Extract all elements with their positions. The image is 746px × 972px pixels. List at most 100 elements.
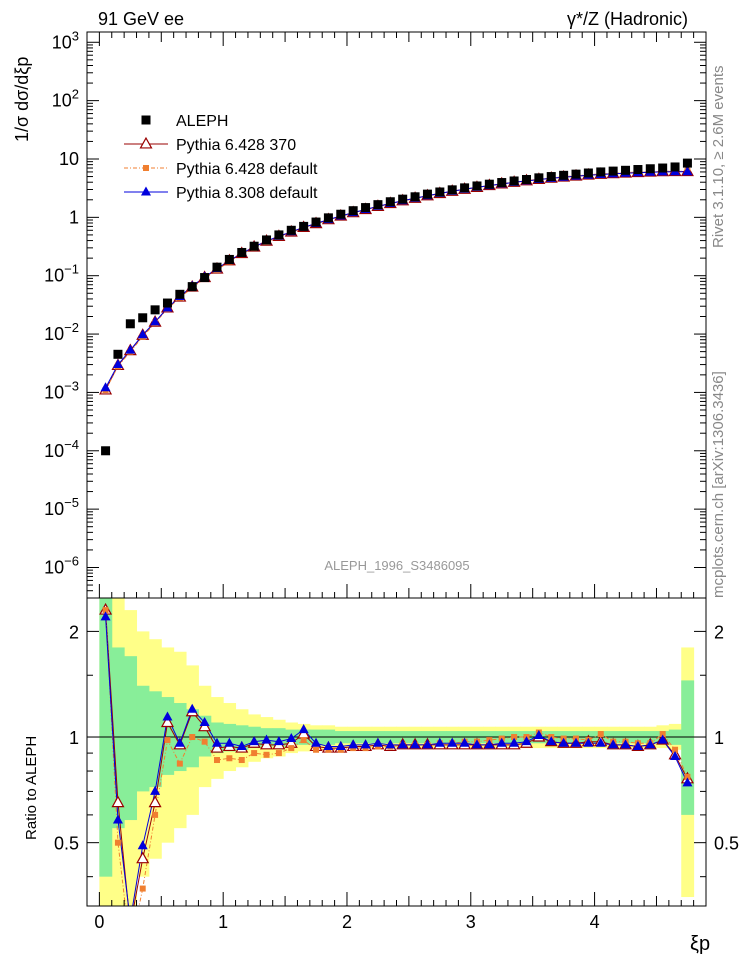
ratio-py8-default-point <box>323 740 334 750</box>
main-y-tick-label: 10−2 <box>44 320 79 344</box>
ratio-y-tick-label: 2 <box>69 622 79 642</box>
main-y-tick-label: 10 <box>59 149 79 169</box>
legend-py6-default-marker <box>143 165 149 171</box>
legend-label: Pythia 8.308 default <box>176 185 318 202</box>
py6-370-line <box>105 171 688 391</box>
ratio-py8-default-point <box>608 739 619 749</box>
ratio-py8-default-point <box>211 737 223 747</box>
aleph-point <box>262 235 272 245</box>
ratio-py6-370-point <box>160 715 174 728</box>
legend-py8-default-marker <box>140 186 152 196</box>
main-y-tick-label: 1 <box>69 207 79 227</box>
aleph-point <box>162 298 172 308</box>
ratio-py8-default-point <box>360 739 371 749</box>
ratio-py8-default-point <box>410 739 421 749</box>
ratio-py6-default-point <box>263 751 270 758</box>
ratio-py6-default-point <box>127 945 133 951</box>
ratio-inner-band-bin <box>681 680 695 815</box>
aleph-point <box>311 217 321 227</box>
aleph-point <box>583 168 593 178</box>
x-tick-label: 2 <box>342 912 352 932</box>
aleph-point <box>571 169 581 179</box>
main-y-tick-label: 102 <box>52 87 79 111</box>
ratio-py8-default-point <box>583 737 594 747</box>
aleph-point <box>237 247 247 257</box>
ratio-inner-band-bin <box>148 691 162 788</box>
py8-default-point <box>150 316 161 326</box>
aleph-point <box>138 313 148 323</box>
ratio-py8-default-point <box>632 740 643 750</box>
ratio-py8-default-point <box>546 736 557 746</box>
ratio-py6-default-point <box>288 745 295 752</box>
aleph-point <box>361 203 371 213</box>
ratio-py8-default-point <box>162 711 173 721</box>
aleph-point <box>410 192 420 202</box>
ratio-py6-370-point <box>111 795 125 808</box>
aleph-point <box>175 289 185 299</box>
ratio-py8-default-point <box>422 739 433 749</box>
ratio-py8-default-point <box>645 739 656 749</box>
aleph-point <box>150 305 160 315</box>
legend-label: Pythia 6.428 370 <box>176 137 296 154</box>
aleph-point <box>398 194 408 204</box>
aleph-point <box>608 166 618 176</box>
ratio-py6-default-point <box>201 738 208 745</box>
ratio-py6-default-point <box>251 750 258 757</box>
ratio-py8-default-point <box>249 736 260 746</box>
py8-default-point <box>682 166 693 176</box>
aleph-point <box>274 230 284 240</box>
ratio-py6-370-point <box>148 795 162 808</box>
ratio-py6-default-point <box>300 737 307 744</box>
ratio-py8-default-point <box>174 737 185 747</box>
ratio-py8-default-point <box>670 750 681 760</box>
ratio-py8-default-point <box>397 739 408 749</box>
ratio-py8-default-point <box>471 739 482 749</box>
aleph-point <box>472 181 482 191</box>
aleph-point <box>447 185 457 195</box>
ratio-py6-default-point <box>275 750 282 757</box>
ratio-py6-default-point <box>102 607 109 614</box>
x-tick-label: 4 <box>590 912 600 932</box>
aleph-point <box>422 189 432 199</box>
ratio-py6-default-point <box>139 885 146 892</box>
legend-label: ALEPH <box>176 113 228 130</box>
ratio-inner-band-bin <box>161 697 175 775</box>
ratio-py6-370-point <box>136 851 150 864</box>
aleph-point <box>509 176 519 186</box>
ratio-py8-default-point <box>484 739 495 749</box>
ratio-y-tick-label-right: 0.5 <box>714 834 739 854</box>
ratio-py8-default-point <box>595 737 606 747</box>
ratio-py8-default-point <box>434 737 445 747</box>
ratio-py8-default-point <box>126 916 134 923</box>
ratio-py8-default-point <box>286 733 297 743</box>
ratio-y-tick-label-right: 1 <box>714 728 724 748</box>
ratio-py8-default-point <box>199 716 210 726</box>
ratio-py8-default-point <box>496 737 507 747</box>
aleph-point <box>212 262 222 272</box>
ratio-py6-default-point <box>238 757 245 764</box>
main-y-axis-label: 1/σ dσ/dξp <box>12 57 32 142</box>
x-tick-label: 1 <box>218 912 228 932</box>
ratio-py6-370-point <box>210 740 224 753</box>
ratio-py8-default-point <box>620 739 631 749</box>
ratio-py8-default-point <box>112 814 123 824</box>
aleph-point <box>299 221 309 231</box>
main-plot-series <box>99 158 694 456</box>
axes: 10−6 10−5 10−4 10−3 10−2 10−1 1 10 102 103 0 1 2 3 4 0.… <box>44 28 739 932</box>
py8-default-point <box>112 359 123 369</box>
ratio-py6-default-point <box>213 757 220 764</box>
aleph-point <box>534 173 544 183</box>
ratio-inner-band-bin <box>124 656 138 821</box>
ratio-py6-default-point <box>176 760 183 767</box>
aleph-point <box>249 241 259 251</box>
ratio-uncertainty-bands <box>87 598 706 906</box>
ratio-py8-default-point <box>311 737 322 747</box>
ratio-py8-default-point <box>558 737 569 747</box>
ratio-py8-default-point <box>298 724 309 734</box>
ratio-py6-default-point <box>114 839 121 846</box>
aleph-point <box>435 187 445 197</box>
aleph-point <box>460 183 470 193</box>
aleph-point <box>113 349 123 359</box>
ratio-y-tick-label: 1 <box>69 728 79 748</box>
aleph-point <box>682 158 692 168</box>
